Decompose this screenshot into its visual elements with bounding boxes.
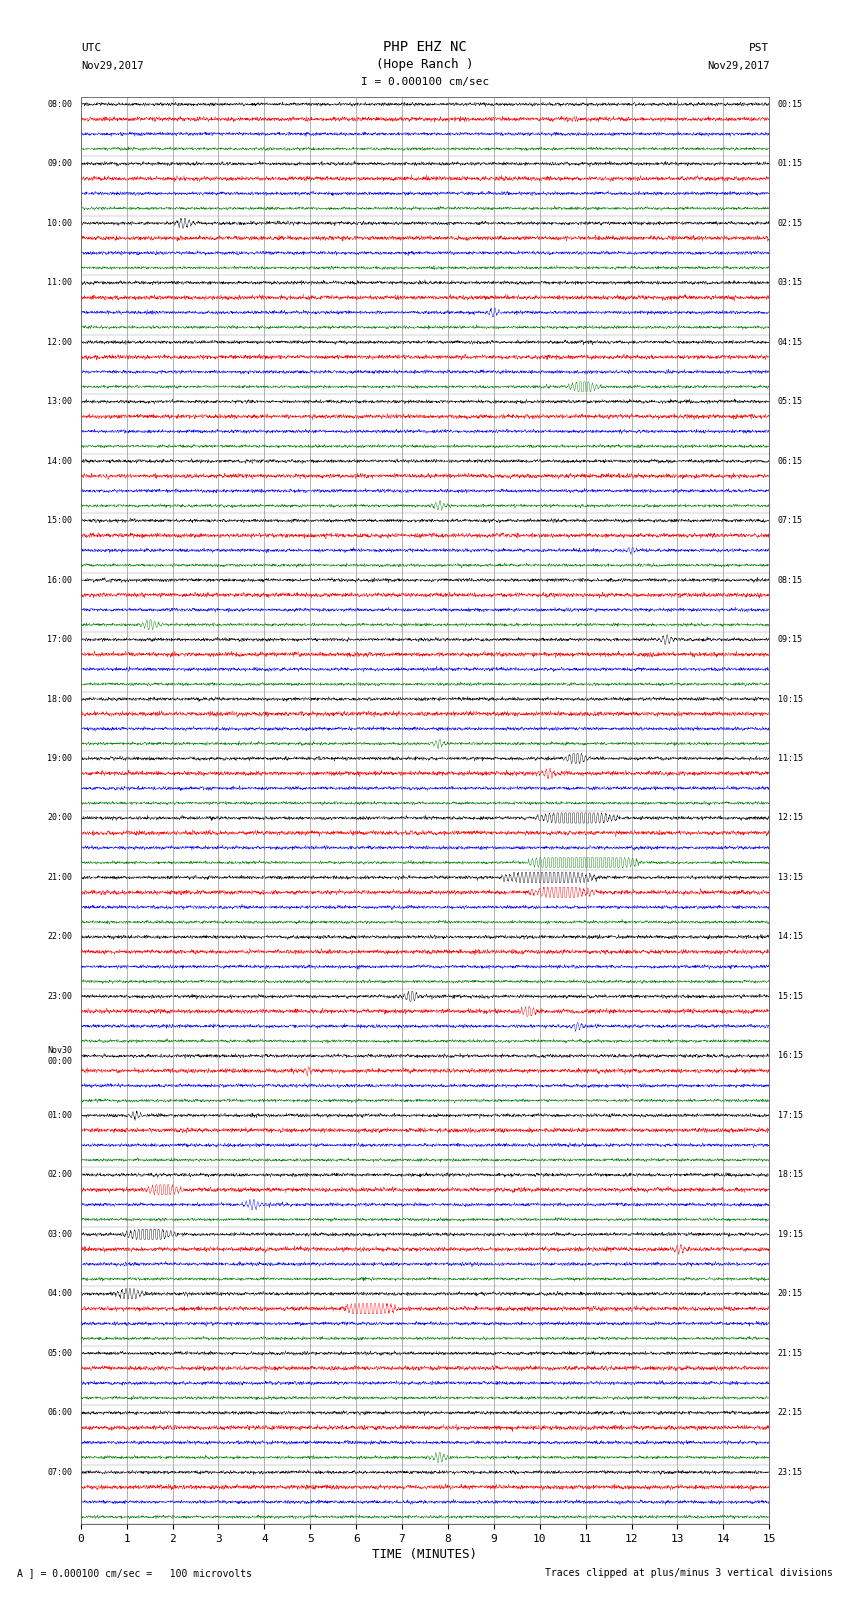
X-axis label: TIME (MINUTES): TIME (MINUTES) (372, 1548, 478, 1561)
Text: 05:00: 05:00 (48, 1348, 72, 1358)
Text: 07:00: 07:00 (48, 1468, 72, 1478)
Text: 20:00: 20:00 (48, 813, 72, 823)
Text: Nov30
00:00: Nov30 00:00 (48, 1047, 72, 1066)
Text: 09:15: 09:15 (778, 636, 802, 644)
Text: 00:15: 00:15 (778, 100, 802, 108)
Text: 02:15: 02:15 (778, 219, 802, 227)
Text: 01:00: 01:00 (48, 1111, 72, 1119)
Text: 11:00: 11:00 (48, 277, 72, 287)
Text: PHP EHZ NC: PHP EHZ NC (383, 40, 467, 53)
Text: 13:00: 13:00 (48, 397, 72, 406)
Text: 16:00: 16:00 (48, 576, 72, 584)
Text: 04:15: 04:15 (778, 337, 802, 347)
Text: 05:15: 05:15 (778, 397, 802, 406)
Text: 12:15: 12:15 (778, 813, 802, 823)
Text: 03:15: 03:15 (778, 277, 802, 287)
Text: Nov29,2017: Nov29,2017 (81, 61, 144, 71)
Text: 23:15: 23:15 (778, 1468, 802, 1478)
Text: 10:15: 10:15 (778, 695, 802, 703)
Text: 13:15: 13:15 (778, 873, 802, 882)
Text: 21:15: 21:15 (778, 1348, 802, 1358)
Text: 07:15: 07:15 (778, 516, 802, 526)
Text: 22:15: 22:15 (778, 1408, 802, 1418)
Text: 20:15: 20:15 (778, 1289, 802, 1298)
Text: 19:00: 19:00 (48, 753, 72, 763)
Text: 02:00: 02:00 (48, 1171, 72, 1179)
Text: 14:00: 14:00 (48, 456, 72, 466)
Text: 23:00: 23:00 (48, 992, 72, 1002)
Text: 19:15: 19:15 (778, 1229, 802, 1239)
Text: 17:00: 17:00 (48, 636, 72, 644)
Text: 18:15: 18:15 (778, 1171, 802, 1179)
Text: 12:00: 12:00 (48, 337, 72, 347)
Text: 22:00: 22:00 (48, 932, 72, 942)
Text: 15:15: 15:15 (778, 992, 802, 1002)
Text: 01:15: 01:15 (778, 160, 802, 168)
Text: 11:15: 11:15 (778, 753, 802, 763)
Text: 16:15: 16:15 (778, 1052, 802, 1060)
Text: 06:00: 06:00 (48, 1408, 72, 1418)
Text: A ] = 0.000100 cm/sec =   100 microvolts: A ] = 0.000100 cm/sec = 100 microvolts (17, 1568, 252, 1578)
Text: Nov29,2017: Nov29,2017 (706, 61, 769, 71)
Text: 17:15: 17:15 (778, 1111, 802, 1119)
Text: 08:15: 08:15 (778, 576, 802, 584)
Text: 14:15: 14:15 (778, 932, 802, 942)
Text: 21:00: 21:00 (48, 873, 72, 882)
Text: 04:00: 04:00 (48, 1289, 72, 1298)
Text: 18:00: 18:00 (48, 695, 72, 703)
Text: 09:00: 09:00 (48, 160, 72, 168)
Text: I = 0.000100 cm/sec: I = 0.000100 cm/sec (361, 77, 489, 87)
Text: (Hope Ranch ): (Hope Ranch ) (377, 58, 473, 71)
Text: PST: PST (749, 44, 769, 53)
Text: 03:00: 03:00 (48, 1229, 72, 1239)
Text: 08:00: 08:00 (48, 100, 72, 108)
Text: Traces clipped at plus/minus 3 vertical divisions: Traces clipped at plus/minus 3 vertical … (545, 1568, 833, 1578)
Text: UTC: UTC (81, 44, 101, 53)
Text: 10:00: 10:00 (48, 219, 72, 227)
Text: 06:15: 06:15 (778, 456, 802, 466)
Text: 15:00: 15:00 (48, 516, 72, 526)
